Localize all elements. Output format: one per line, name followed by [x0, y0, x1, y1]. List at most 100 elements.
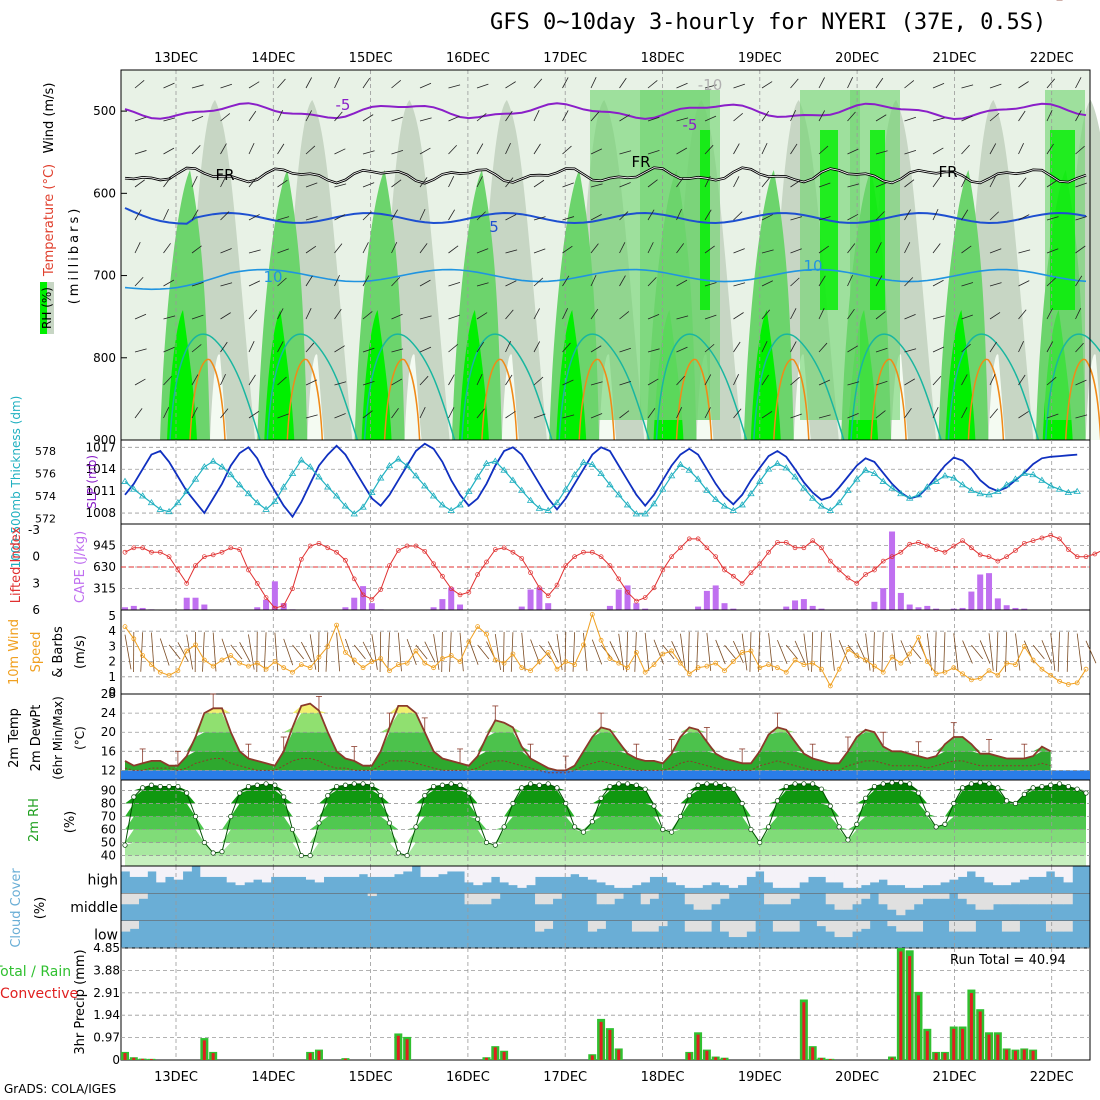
thickness-point	[456, 501, 464, 508]
thickness-tick-label: 574	[35, 490, 56, 503]
thickness-point	[950, 474, 958, 481]
upper-wind-barb	[562, 379, 574, 386]
rh2m-point	[545, 781, 551, 787]
upper-wind-barb	[163, 117, 176, 122]
surface-wind-barb	[441, 632, 443, 672]
upper-wind-barb	[761, 81, 773, 89]
upper-wind-barb	[847, 413, 859, 419]
cloud-gap	[693, 893, 703, 910]
surface-wind-barb	[186, 634, 193, 670]
upper-wind-barb	[391, 277, 401, 287]
upper-wind-barb	[704, 407, 711, 419]
precip-convective-bar	[952, 1028, 956, 1060]
rh2m-point	[237, 790, 243, 796]
upper-wind-barb	[1018, 309, 1027, 320]
wind-speed-point	[298, 662, 304, 668]
upper-wind-barb	[647, 277, 657, 287]
precip-convective-bar	[996, 1034, 1000, 1060]
thickness-point	[764, 465, 773, 472]
upper-wind-barb	[590, 274, 597, 287]
upper-wind-barb	[419, 375, 429, 386]
upper-wind-barb	[1046, 308, 1053, 320]
surface-wind-barb	[325, 632, 329, 672]
wind-speed-point	[413, 648, 419, 654]
cloud-gap	[808, 866, 818, 877]
wind-speed-point	[616, 660, 622, 666]
upper-wind-barb	[1046, 180, 1058, 188]
thickness-point	[315, 473, 323, 480]
cape-bar	[730, 608, 737, 610]
cloud-gap	[966, 866, 976, 872]
surface-wind-barb	[318, 632, 320, 672]
wind-speed-point	[933, 671, 939, 677]
lifted-index-point	[492, 547, 498, 552]
lifted-index-point	[237, 547, 242, 552]
cloud-row-label: high	[87, 873, 118, 889]
upper-wind-barb	[961, 209, 969, 221]
upper-wind-barb	[676, 243, 685, 254]
cloud-gap	[455, 866, 465, 872]
thickness-point	[465, 487, 473, 494]
lifted-index-point	[872, 567, 877, 573]
rh2m-point	[986, 781, 992, 787]
upper-wind-barb	[505, 374, 513, 386]
thickness-point	[244, 489, 253, 497]
upper-wind-barb	[847, 243, 856, 254]
thickness-point	[544, 506, 552, 513]
cloud-axis-label: Cloud Cover	[9, 868, 24, 948]
lifted-index-point	[880, 558, 886, 564]
cape-bar	[606, 605, 613, 610]
wind-speed-point	[598, 637, 604, 643]
upper-wind-barb	[989, 83, 1002, 89]
upper-wind-barb	[533, 341, 541, 353]
thickness-point	[835, 498, 843, 506]
cloud-gap	[226, 866, 236, 883]
thickness-point	[1064, 488, 1073, 496]
cloud-gap	[931, 893, 941, 899]
wind-speed-point	[827, 683, 833, 689]
cloud-gap	[235, 866, 245, 886]
upper-wind-barb	[761, 280, 773, 287]
precip-convective-label: Convective	[0, 986, 78, 1002]
wind-speed-point	[131, 636, 137, 642]
lifted-index-point	[986, 554, 992, 560]
cloud-gap	[649, 866, 659, 877]
lifted-index-tick-label: 0	[32, 550, 40, 564]
rh2m-point	[369, 782, 375, 788]
thickness-point	[491, 457, 500, 464]
upper-wind-barb	[419, 208, 426, 221]
surface-wind-barb	[345, 638, 355, 666]
surface-wind-barb	[653, 639, 664, 665]
lifted-index-tick-label: 3	[32, 576, 40, 590]
thickness-point	[615, 491, 623, 498]
cloud-gap	[658, 866, 668, 877]
upper-wind-barb	[362, 182, 375, 188]
upper-wind-barb	[191, 245, 202, 254]
upper-wind-barb	[1046, 277, 1057, 287]
cloud-gap	[649, 920, 659, 932]
surface-wind-barb	[891, 633, 897, 671]
thickness-point	[473, 473, 482, 480]
cloud-gap	[244, 866, 254, 883]
upper-wind-barb	[904, 80, 915, 89]
upper-wind-barb	[904, 116, 917, 122]
cloud-gap	[1028, 893, 1038, 905]
upper-wind-barb	[875, 410, 886, 419]
upper-wind-barb	[989, 408, 999, 419]
surface-wind-barb	[530, 639, 541, 665]
rh2m-point	[1030, 785, 1036, 791]
cloud-gap	[905, 866, 915, 888]
rh2m-point	[845, 837, 851, 843]
cape-bar	[1021, 608, 1028, 610]
temp-band-fill	[125, 751, 1051, 771]
upper-wind-barb	[932, 375, 942, 386]
rh2m-point	[316, 820, 322, 826]
upper-wind-barb	[1075, 342, 1084, 353]
upper-wind-barb	[904, 149, 917, 155]
thickness-point	[288, 469, 297, 476]
wind-speed-point	[431, 665, 436, 671]
rh2m-point	[519, 785, 525, 791]
rh2m-point	[836, 824, 842, 830]
rh2m-point	[942, 821, 948, 827]
precip-axis-label: 3hr Precip (mm)	[73, 949, 88, 1054]
